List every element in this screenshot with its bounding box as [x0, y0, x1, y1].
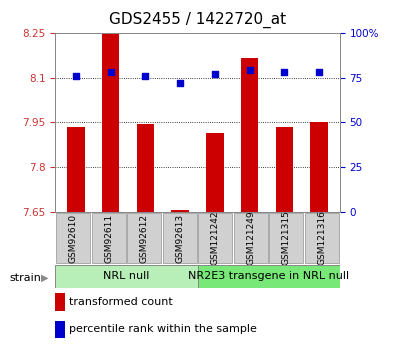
Text: ▶: ▶ — [41, 273, 48, 283]
Text: GSM121316: GSM121316 — [318, 210, 326, 266]
Bar — [171, 210, 189, 212]
Bar — [241, 58, 258, 212]
Bar — [198, 213, 232, 264]
Text: GDS2455 / 1422720_at: GDS2455 / 1422720_at — [109, 12, 286, 28]
Bar — [127, 213, 161, 264]
Text: GSM121242: GSM121242 — [211, 211, 220, 265]
Text: strain: strain — [10, 273, 42, 283]
Bar — [92, 213, 126, 264]
Bar — [234, 213, 268, 264]
Point — [246, 68, 253, 73]
Point — [142, 73, 149, 79]
Bar — [102, 33, 119, 212]
Point — [316, 69, 322, 75]
Text: GSM92613: GSM92613 — [175, 214, 184, 263]
Bar — [276, 127, 293, 212]
Text: percentile rank within the sample: percentile rank within the sample — [69, 325, 257, 334]
Bar — [198, 265, 340, 288]
Point — [177, 80, 183, 86]
Bar — [269, 213, 303, 264]
Text: NR2E3 transgene in NRL null: NR2E3 transgene in NRL null — [188, 272, 349, 281]
Bar — [206, 133, 224, 212]
Text: GSM121315: GSM121315 — [282, 210, 291, 266]
Bar — [56, 213, 90, 264]
Text: transformed count: transformed count — [69, 297, 173, 307]
Point — [73, 73, 79, 79]
Text: GSM121249: GSM121249 — [246, 211, 255, 265]
Bar — [310, 122, 327, 212]
Point — [212, 71, 218, 77]
Point — [107, 69, 114, 75]
Text: GSM92612: GSM92612 — [140, 214, 149, 263]
Bar — [68, 127, 85, 212]
Bar — [163, 213, 197, 264]
Point — [281, 69, 288, 75]
Text: GSM92610: GSM92610 — [69, 214, 77, 263]
Bar — [137, 124, 154, 212]
Bar — [55, 265, 198, 288]
Text: GSM92611: GSM92611 — [104, 214, 113, 263]
Text: NRL null: NRL null — [103, 272, 150, 281]
Bar — [305, 213, 339, 264]
